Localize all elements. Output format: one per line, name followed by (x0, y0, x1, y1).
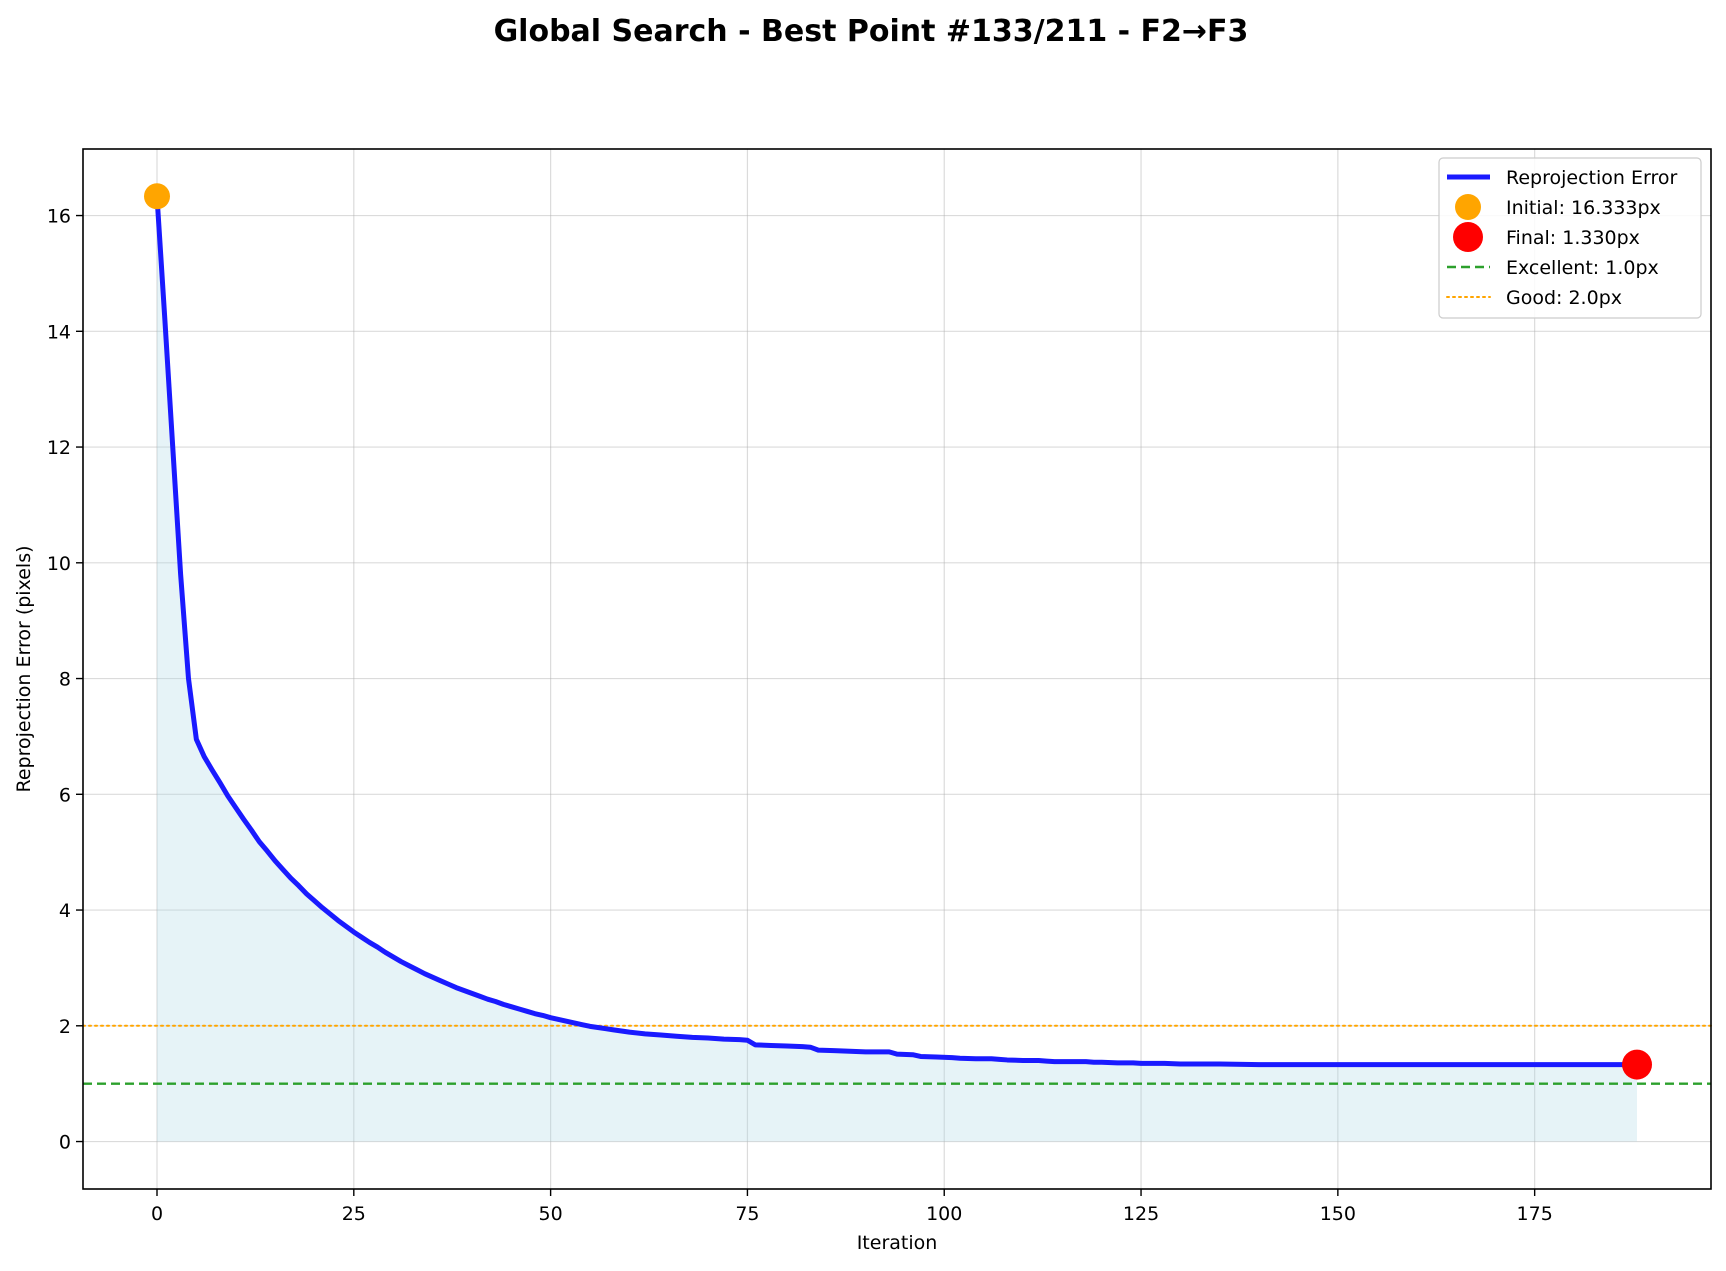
y-tick-label: 16 (47, 206, 71, 228)
legend-box (1438, 157, 1702, 319)
x-tick-label: 0 (151, 1203, 163, 1225)
error-area-fill (157, 196, 1637, 1142)
initial-point-marker (144, 183, 170, 210)
x-tick-label: 25 (342, 1203, 366, 1225)
plot-frame (82, 148, 1712, 1190)
axis-ticks: 0 25 50 75 100 125 150 175 0 2 4 6 8 10 12 14 16 (47, 206, 1553, 1225)
x-tick-label: 50 (539, 1203, 563, 1225)
y-tick-label: 6 (59, 784, 71, 806)
y-tick-label: 12 (47, 437, 71, 459)
chart-title: Global Search - Best Point #133/211 - F2… (494, 14, 1249, 49)
legend-swatch-final (1453, 222, 1483, 252)
y-tick-label: 0 (59, 1132, 71, 1154)
y-tick-label: 8 (59, 669, 71, 691)
x-tick-label: 75 (735, 1203, 759, 1225)
reprojection-error-line (154, 193, 1640, 1068)
x-tick-label: 175 (1517, 1203, 1553, 1225)
legend-label-good: Good: 2.0px (1506, 287, 1622, 309)
y-tick-label: 14 (47, 321, 71, 343)
y-tick-label: 2 (59, 1016, 71, 1038)
y-axis-label: Reprojection Error (pixels) (13, 545, 35, 792)
final-point-marker (1622, 1049, 1652, 1080)
y-tick-label: 4 (59, 900, 71, 922)
legend-label-initial: Initial: 16.333px (1506, 197, 1661, 219)
legend-label-final: Final: 1.330px (1506, 227, 1640, 249)
legend: Reprojection Error Initial: 16.333px Fin… (1438, 157, 1702, 319)
x-tick-label: 100 (926, 1203, 962, 1225)
y-tick-label: 10 (47, 553, 71, 575)
x-tick-label: 150 (1320, 1203, 1356, 1225)
legend-label-excellent: Excellent: 1.0px (1506, 257, 1659, 279)
plot-area (82, 183, 1712, 1142)
x-axis-label: Iteration (857, 1232, 938, 1254)
legend-label-line: Reprojection Error (1506, 167, 1677, 189)
legend-swatch-initial (1455, 194, 1481, 220)
x-tick-label: 125 (1123, 1203, 1159, 1225)
